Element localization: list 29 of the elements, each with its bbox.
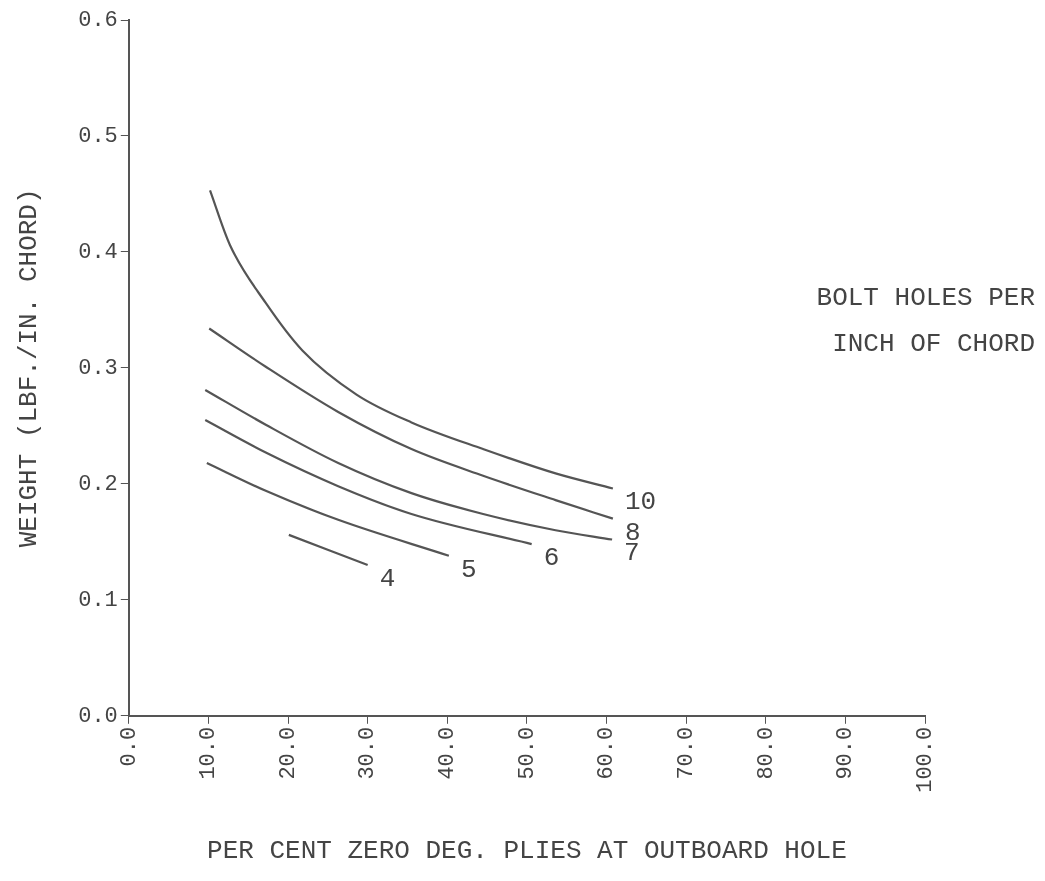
line-series [205, 461, 450, 557]
y-tick-label: 0.6 [78, 7, 118, 33]
y-tick-label: 0.0 [78, 703, 118, 729]
x-tick-label: 80.0 [753, 726, 779, 780]
y-tick-label: 0.5 [78, 123, 118, 149]
series-label: 4 [379, 563, 396, 594]
x-tick-label: 40.0 [435, 726, 461, 780]
annotation: BOLT HOLES PER INCH OF CHORD [816, 283, 1035, 360]
series-label: 10 [624, 487, 657, 518]
line-series [208, 327, 614, 520]
y-tick-label: 0.3 [78, 355, 118, 381]
y-tick-label: 0.4 [78, 239, 118, 265]
line-series [208, 189, 614, 490]
x-tick-label: 100.0 [912, 726, 938, 793]
series-label: 5 [460, 554, 477, 585]
line-series [204, 418, 533, 546]
x-tick-label: 20.0 [275, 726, 301, 780]
x-tick-label: 30.0 [355, 726, 381, 780]
x-tick-label: 90.0 [833, 726, 859, 780]
x-tick-label: 60.0 [594, 726, 620, 780]
series-label: 6 [543, 543, 560, 574]
x-tick-label: 70.0 [673, 726, 699, 780]
x-tick-label: 10.0 [196, 726, 222, 780]
x-tick-label: 50.0 [514, 726, 540, 780]
y-tick-label: 0.2 [78, 471, 118, 497]
y-axis-title: WEIGHT (LBF./IN. CHORD) [14, 188, 45, 548]
line-series [204, 388, 614, 541]
y-tick-label: 0.1 [78, 587, 118, 613]
x-axis-title: PER CENT ZERO DEG. PLIES AT OUTBOARD HOLE [207, 836, 847, 867]
